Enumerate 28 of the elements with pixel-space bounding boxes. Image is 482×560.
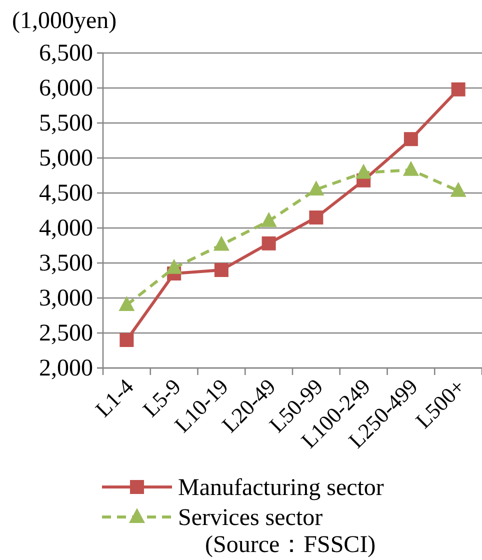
point <box>213 236 230 251</box>
text: (Source：FSSCI) <box>205 532 376 558</box>
point <box>118 296 135 311</box>
point <box>262 236 276 250</box>
point <box>166 258 182 274</box>
point <box>450 182 466 197</box>
y-tick-label: 5,000 <box>39 146 93 172</box>
y-tick-label: 6,000 <box>39 76 93 102</box>
point <box>404 132 418 146</box>
point <box>402 160 419 176</box>
point <box>260 212 277 227</box>
point <box>356 164 372 179</box>
y-tick-label: 5,500 <box>39 110 93 137</box>
y-tick-label: 3,500 <box>39 250 93 277</box>
point <box>214 263 228 277</box>
y-tick-label: 4,000 <box>39 216 93 242</box>
legend-label: Manufacturing sector <box>178 475 384 501</box>
y-tick-label: 2,500 <box>39 320 93 347</box>
legend-label: Services sector <box>178 505 323 531</box>
y-tick-label: 6,500 <box>39 40 93 67</box>
point <box>120 333 134 347</box>
point <box>308 180 324 196</box>
y-tick-label: 3,000 <box>39 286 93 312</box>
y-axis-title: (1,000yen) <box>12 8 117 34</box>
point <box>309 210 324 224</box>
y-tick-label: 4,500 <box>39 180 93 207</box>
point <box>451 82 466 96</box>
y-tick-label: 2,000 <box>39 356 93 382</box>
